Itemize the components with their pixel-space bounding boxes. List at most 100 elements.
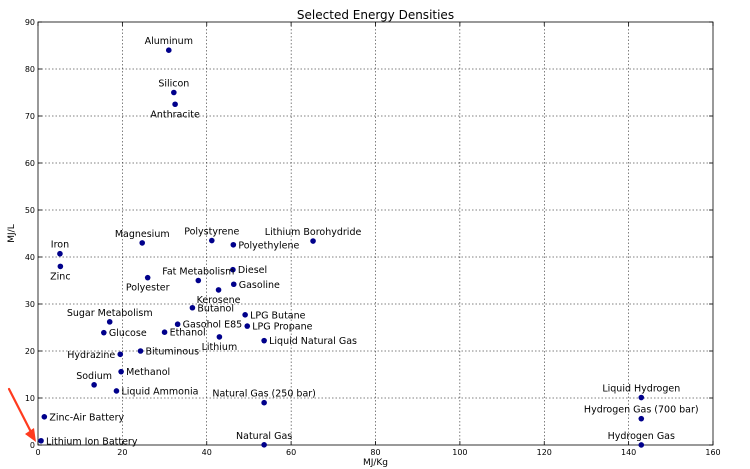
x-tick-label: 120 bbox=[537, 448, 552, 457]
arrow-shaft bbox=[7, 387, 33, 434]
data-point bbox=[165, 47, 172, 53]
data-point-label: Aluminum bbox=[145, 36, 193, 47]
data-point-label: Fat Metabolism bbox=[162, 267, 234, 278]
y-axis-label: MJ/L bbox=[7, 224, 17, 242]
data-point bbox=[91, 382, 97, 388]
x-axis-label: MJ/Kg bbox=[363, 458, 388, 468]
data-point-label: Lithium Ion Battery bbox=[46, 436, 138, 447]
data-point-label: Sodium bbox=[76, 371, 112, 382]
data-point-label: Lithium Borohydride bbox=[265, 227, 362, 238]
data-point bbox=[230, 241, 237, 248]
data-point-label: Iron bbox=[51, 240, 69, 251]
data-point-label: Natural Gas bbox=[236, 431, 292, 442]
data-point-label: Butanol bbox=[197, 303, 234, 314]
data-point-label: Silicon bbox=[158, 79, 189, 90]
data-point-label: Hydrogen Gas bbox=[608, 431, 675, 442]
y-tick-label: 40 bbox=[25, 253, 35, 262]
data-point-label: Magnesium bbox=[115, 229, 170, 240]
annotation-arrow bbox=[7, 387, 36, 442]
data-point bbox=[189, 304, 196, 311]
chart-title: Selected Energy Densities bbox=[297, 8, 454, 22]
x-tick-label: 100 bbox=[452, 448, 467, 457]
data-point bbox=[57, 263, 64, 270]
data-point bbox=[638, 394, 645, 401]
y-tick-label: 60 bbox=[25, 159, 35, 168]
data-point bbox=[230, 266, 236, 273]
x-tick-label: 160 bbox=[705, 448, 720, 457]
data-point-label: Ethanol bbox=[170, 328, 206, 339]
data-point-label: Polystyrene bbox=[184, 227, 239, 238]
data-point-label: Polyester bbox=[126, 283, 170, 294]
data-point bbox=[195, 277, 202, 284]
data-point-label: Sugar Metabolism bbox=[67, 308, 153, 319]
x-tick-label: 20 bbox=[117, 448, 127, 457]
data-point bbox=[117, 351, 124, 358]
y-tick-label: 70 bbox=[25, 112, 35, 121]
data-point-label: Gasoline bbox=[239, 280, 280, 291]
y-tick-label: 90 bbox=[25, 18, 35, 27]
data-point-label: Glucose bbox=[109, 328, 147, 339]
data-point-label: Bituminous bbox=[146, 347, 200, 358]
data-point bbox=[215, 287, 222, 293]
data-point-label: Diesel bbox=[238, 265, 267, 276]
data-point-label: Liquid Hydrogen bbox=[602, 384, 680, 395]
data-point bbox=[113, 388, 120, 394]
data-point-label: Methanol bbox=[126, 367, 170, 378]
data-point-label: Hydrogen Gas (700 bar) bbox=[584, 405, 699, 416]
data-point-label: Zinc-Air Battery bbox=[49, 412, 124, 423]
data-point-label: Kerosene bbox=[197, 295, 241, 306]
data-point bbox=[144, 274, 151, 281]
y-tick-label: 30 bbox=[25, 300, 35, 309]
data-point bbox=[118, 368, 124, 375]
data-point bbox=[209, 237, 215, 244]
data-point-label: Anthracite bbox=[150, 109, 200, 120]
data-point bbox=[172, 101, 178, 108]
data-point-label: Liquid Natural Gas bbox=[269, 336, 357, 347]
data-point bbox=[139, 240, 146, 246]
data-point bbox=[638, 415, 645, 422]
data-point-label: Gasohol E85 bbox=[183, 320, 243, 331]
data-point-label: LPG Butane bbox=[250, 310, 306, 321]
data-point bbox=[161, 329, 168, 336]
x-tick-label: 0 bbox=[35, 448, 40, 457]
data-point bbox=[261, 337, 267, 344]
data-point bbox=[38, 437, 44, 444]
axis-ticks: 0 20 40 60 80 100 120 140 160 0 10 20 30 40 50 60 70 80 90 bbox=[25, 18, 721, 457]
data-point bbox=[242, 312, 248, 318]
data-point-label: LPG Propane bbox=[252, 322, 312, 333]
data-point-label: Hydrazine bbox=[67, 350, 115, 361]
data-point bbox=[261, 442, 267, 448]
data-point bbox=[171, 89, 177, 96]
data-point bbox=[57, 250, 63, 257]
x-tick-label: 40 bbox=[202, 448, 212, 457]
y-tick-label: 80 bbox=[25, 65, 35, 74]
x-tick-label: 60 bbox=[286, 448, 296, 457]
data-point bbox=[101, 329, 107, 336]
data-point bbox=[261, 399, 267, 406]
data-point-label: Natural Gas (250 bar) bbox=[212, 389, 316, 400]
data-point bbox=[310, 238, 316, 244]
arrow-head bbox=[25, 428, 36, 442]
data-point bbox=[41, 414, 48, 420]
data-point-label: Lithium bbox=[202, 342, 238, 353]
grid-lines bbox=[38, 22, 713, 445]
data-point bbox=[137, 348, 144, 354]
data-point-label: Polyethylene bbox=[238, 240, 299, 251]
data-point bbox=[638, 442, 645, 448]
data-point-label: Zinc bbox=[50, 271, 70, 282]
y-tick-label: 0 bbox=[30, 441, 35, 450]
data-point bbox=[216, 334, 223, 340]
data-point bbox=[244, 323, 251, 329]
data-point-label: Liquid Ammonia bbox=[121, 386, 198, 397]
y-tick-label: 20 bbox=[25, 347, 35, 356]
data-point bbox=[174, 321, 181, 328]
y-tick-label: 50 bbox=[25, 206, 35, 215]
data-point bbox=[106, 319, 113, 325]
data-points: Aluminum Silicon Anthracite Magnesium Polyst… bbox=[38, 36, 699, 448]
data-point bbox=[230, 281, 237, 288]
x-tick-label: 80 bbox=[370, 448, 380, 457]
y-tick-label: 10 bbox=[25, 394, 35, 403]
x-tick-label: 140 bbox=[621, 448, 636, 457]
